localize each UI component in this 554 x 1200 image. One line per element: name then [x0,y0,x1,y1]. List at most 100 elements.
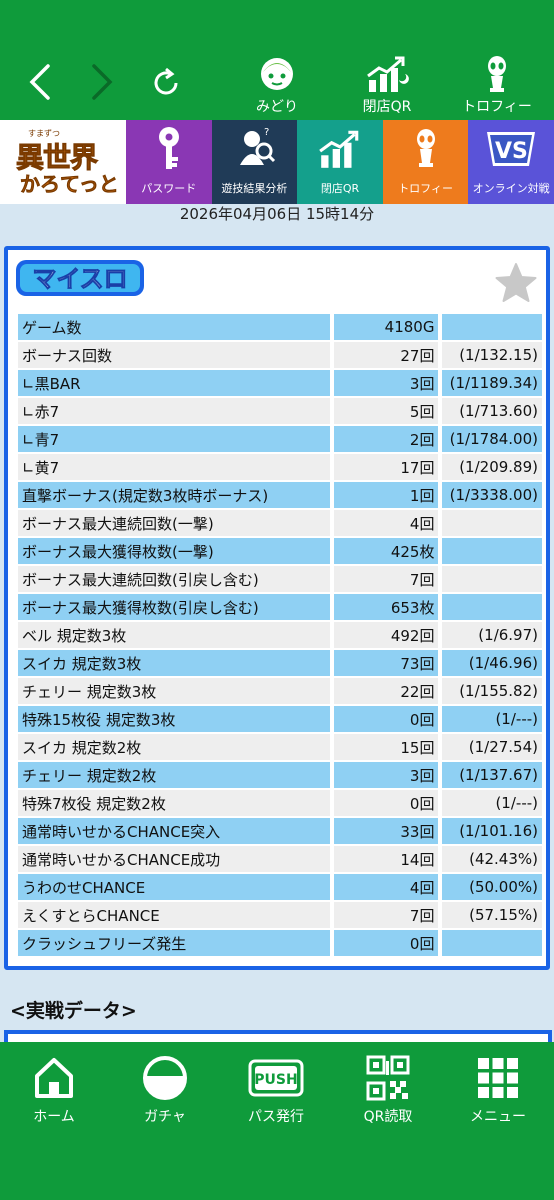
stat-rate: (1/1784.00) [438,426,542,452]
stat-rate: (1/3338.00) [438,482,542,508]
home-icon [35,1058,73,1098]
chevron-left-icon [29,64,50,100]
logo-small-text: すまずつ [28,129,60,138]
stat-value: 1回 [329,482,439,508]
stat-rate: (1/137.67) [438,762,542,788]
nav-home[interactable]: ホーム [4,1052,104,1126]
stats-row: ∟黒BAR 3回 (1/1189.34) [18,370,542,396]
stat-label: チェリー 規定数2枚 [18,762,330,788]
stats-table: ゲーム数 4180G ボーナス回数 27回 (1/132.15) ∟黒BAR 3回 (1/11… [18,312,542,958]
tile-trophy[interactable]: トロフィー [382,120,469,204]
stat-value: 17回 [329,454,439,480]
tile-label: トロフィー [398,182,453,195]
stat-value: 425枚 [329,538,439,564]
stat-rate: (42.43%) [438,846,542,872]
top-icon-midori[interactable]: みどり [232,56,322,116]
tile-online-battle[interactable]: VS オンライン対戦 [468,120,554,204]
chart-up-icon [367,56,409,92]
favorite-star-icon[interactable] [494,262,538,304]
stat-label: スイカ 規定数2枚 [18,734,330,760]
chart-up-icon [319,130,359,168]
game-banner: すまずつ 異世界 かろてっと パスワード ? 遊技結果分析 閉店QR トロフィー… [0,120,554,204]
stats-row: ゲーム数 4180G [18,314,542,340]
stat-rate: (1/1189.34) [438,370,542,396]
stat-rate: (1/6.97) [438,622,542,648]
tile-closing-qr[interactable]: 閉店QR [297,120,383,204]
back-button[interactable] [20,64,60,108]
stat-value: 5回 [329,398,439,424]
svg-text:?: ? [264,127,269,138]
top-icon-closing-qr[interactable]: 閉店QR [342,56,432,116]
myslot-logo: マイスロ [16,260,144,296]
stat-label: ∟赤7 [18,398,330,424]
stats-row: スイカ 規定数3枚 73回 (1/46.96) [18,650,542,676]
stat-label: スイカ 規定数3枚 [18,650,330,676]
stat-label: 通常時いせかるCHANCE成功 [18,846,330,872]
stat-label: うわのせCHANCE [18,874,330,900]
stats-row: 特殊15枚役 規定数3枚 0回 (1/---) [18,706,542,732]
tile-analysis[interactable]: ? 遊技結果分析 [211,120,298,204]
stat-label: ゲーム数 [18,314,330,340]
stat-rate: (1/27.54) [438,734,542,760]
stat-rate [438,930,542,956]
nav-gacha[interactable]: ガチャ [115,1052,215,1126]
top-icon-label: 閉店QR [362,99,412,115]
stat-value: 3回 [329,762,439,788]
stats-row: ∟赤7 5回 (1/713.60) [18,398,542,424]
stats-row: ボーナス最大獲得枚数(引戻し含む) 653枚 [18,594,542,620]
logo-kanji: 異世界 [15,141,98,175]
stat-label: 直撃ボーナス(規定数3枚時ボーナス) [18,482,330,508]
stats-row: ベル 規定数3枚 492回 (1/6.97) [18,622,542,648]
datetime-stamp: 2026年04月06日 15時14分 [179,205,375,223]
stats-row: 直撃ボーナス(規定数3枚時ボーナス) 1回 (1/3338.00) [18,482,542,508]
stat-rate: (1/46.96) [438,650,542,676]
stats-row: えくすとらCHANCE 7回 (57.15%) [18,902,542,928]
forward-button[interactable] [82,64,122,108]
stat-value: 3回 [329,370,439,396]
tile-label: パスワード [141,182,197,195]
vs-icon: VS [487,132,536,166]
stat-label: クラッシュフリーズ発生 [18,930,330,956]
stat-rate: (1/155.82) [438,678,542,704]
stat-rate: (1/101.16) [438,818,542,844]
qr-icon [366,1055,410,1101]
game-logo[interactable]: すまずつ 異世界 かろてっと [0,120,126,204]
reload-icon [154,67,178,95]
stat-value: 0回 [329,930,439,956]
stat-label: ボーナス最大獲得枚数(一撃) [18,538,330,564]
menu-grid-icon [478,1058,518,1098]
stat-rate: (1/---) [438,706,542,732]
stat-label: ボーナス回数 [18,342,330,368]
stat-label: 特殊15枚役 規定数3枚 [18,706,330,732]
analysis-icon: ? [240,127,276,165]
stat-rate: (1/209.89) [438,454,542,480]
stats-row: ボーナス最大獲得枚数(一撃) 425枚 [18,538,542,564]
stats-row: ボーナス最大連続回数(引戻し含む) 7回 [18,566,542,592]
stat-label: 特殊7枚役 規定数2枚 [18,790,330,816]
stat-label: ベル 規定数3枚 [18,622,330,648]
stat-label: ボーナス最大連続回数(一撃) [18,510,330,536]
nav-label: メニュー [470,1109,526,1125]
top-bar: みどり 閉店QR トロフィー [0,0,554,120]
stat-label: ∟黄7 [18,454,330,480]
character-icon [261,58,293,90]
myslot-panel: マイスロ ゲーム数 4180G ボーナス回数 27回 (1/132.15) ∟黒BAR 3回… [4,246,550,970]
nav-menu[interactable]: メニュー [448,1052,548,1126]
stat-label: 通常時いせかるCHANCE突入 [18,818,330,844]
stat-rate [438,510,542,536]
tile-label: 閉店QR [320,182,360,195]
nav-qr-scan[interactable]: QR読取 [338,1052,438,1126]
stat-label: チェリー 規定数3枚 [18,678,330,704]
stat-value: 15回 [329,734,439,760]
tile-password[interactable]: パスワード [126,120,212,204]
stat-value: 0回 [329,790,439,816]
stat-value: 2回 [329,426,439,452]
gacha-icon [143,1056,187,1100]
top-icon-trophy[interactable]: トロフィー [452,56,542,116]
stat-value: 492回 [329,622,439,648]
stat-value: 73回 [329,650,439,676]
reload-button[interactable] [146,64,186,108]
stat-value: 33回 [329,818,439,844]
nav-pass-issue[interactable]: PUSH パス発行 [226,1052,326,1126]
stat-rate [438,594,542,620]
